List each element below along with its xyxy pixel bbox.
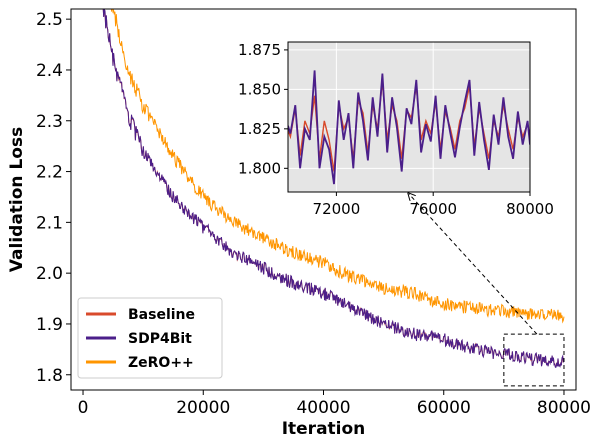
y-tick-label: 2.0 xyxy=(36,264,63,284)
inset-series-line-sdp4bit xyxy=(288,70,530,185)
zoom-box xyxy=(503,333,565,387)
inset-x-tick-label: 72000 xyxy=(313,200,361,218)
zoom-annotation xyxy=(409,194,565,387)
inset-x-tick-label: 80000 xyxy=(506,200,554,218)
series-line-sdp4bit xyxy=(102,9,565,368)
legend: Baseline SDP4Bit ZeRO++ xyxy=(77,297,223,379)
legend-box xyxy=(77,297,223,379)
x-tick-label: 40000 xyxy=(296,398,350,418)
y-axis-title: Validation Loss xyxy=(7,127,27,272)
inset-y-tick-label: 1.825 xyxy=(238,120,281,138)
inset-plot: 72000 76000 80000 1.800 1.825 1.850 1.875 xyxy=(238,41,554,218)
x-tick-label: 20000 xyxy=(176,398,230,418)
legend-label-baseline: Baseline xyxy=(128,307,195,323)
x-tick-label: 80000 xyxy=(537,398,591,418)
inset-y-tick-label: 1.850 xyxy=(238,80,281,98)
inset-y-tick-label: 1.875 xyxy=(238,41,281,59)
main-plot: 0 20000 40000 60000 80000 1.8 1.9 2.0 2.1 2.2 2.3 2… xyxy=(7,8,591,439)
legend-label-zero: ZeRO++ xyxy=(128,355,194,371)
legend-label-sdp4bit: SDP4Bit xyxy=(128,331,192,347)
zoom-arrow xyxy=(409,194,538,335)
y-tick-label: 2.4 xyxy=(36,61,63,81)
y-tick-label: 1.9 xyxy=(36,315,63,335)
inset-frame xyxy=(287,41,531,193)
y-tick-label: 1.8 xyxy=(36,366,63,386)
x-tick-label: 0 xyxy=(78,398,89,418)
y-tick-label: 2.1 xyxy=(36,213,63,233)
y-tick-label: 2.5 xyxy=(36,10,63,30)
x-tick-label: 60000 xyxy=(417,398,471,418)
x-axis-title: Iteration xyxy=(282,419,366,439)
y-tick-label: 2.2 xyxy=(36,163,63,183)
series-line-zero xyxy=(110,9,565,324)
y-tick-label: 2.3 xyxy=(36,112,63,132)
inset-y-tick-label: 1.800 xyxy=(238,159,281,177)
inset-x-tick-label: 76000 xyxy=(409,200,457,218)
